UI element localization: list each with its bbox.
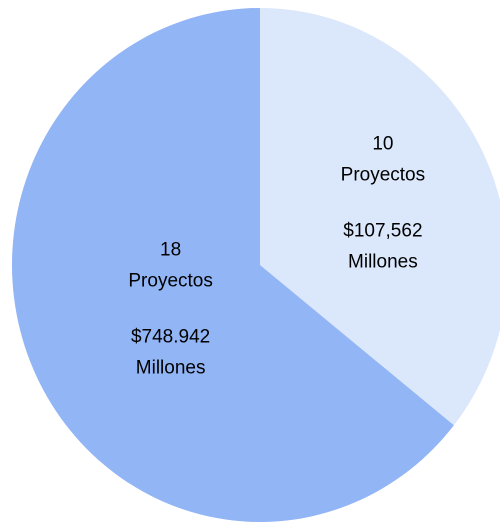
- slice-amount-unit: Millones: [348, 252, 418, 273]
- slice-amount: $107,562: [343, 221, 422, 242]
- slice-amount: $748.942: [131, 327, 210, 348]
- slice-count-unit: Proyectos: [341, 165, 425, 186]
- pie-slice: [260, 8, 500, 426]
- slice-count: 18: [160, 240, 181, 261]
- slice-amount-unit: Millones: [136, 358, 206, 379]
- pie-slice: [11, 8, 454, 523]
- slice-count: 10: [372, 134, 393, 155]
- slice-count-unit: Proyectos: [128, 271, 212, 292]
